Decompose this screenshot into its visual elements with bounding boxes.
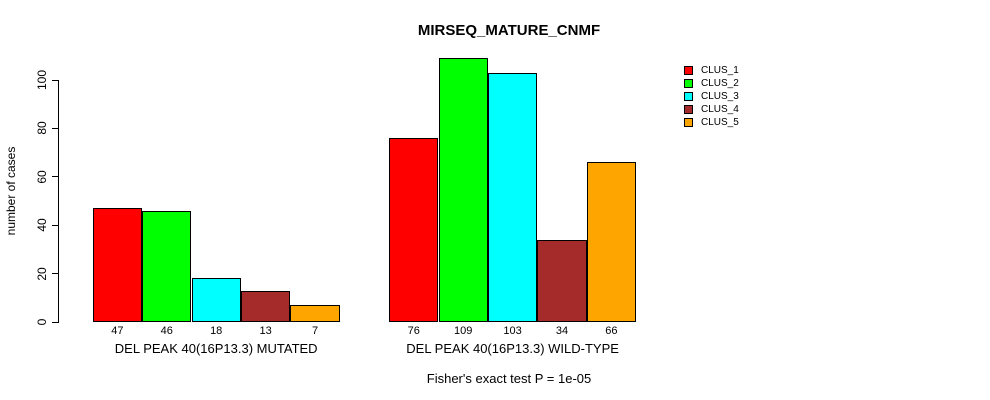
y-axis-label: number of cases: [4, 146, 18, 236]
bar-clus_1-group2: [389, 138, 439, 322]
bar-value-label: 76: [407, 325, 420, 337]
bar-clus_3-group1: [191, 278, 241, 322]
legend-swatch: [684, 105, 693, 114]
bar-clus_2-group1: [142, 210, 192, 322]
bar-value-label: 34: [555, 325, 569, 337]
bar-value-label: 7: [311, 325, 319, 337]
bar-value-label: 18: [210, 325, 223, 337]
bar-clus_4-group1: [240, 290, 291, 322]
legend-item: CLUS_2: [684, 77, 739, 90]
bar-clus_1-group1: [92, 208, 143, 322]
bar-value-label: 47: [111, 325, 124, 337]
group-label: DEL PEAK 40(16P13.3) MUTATED: [114, 341, 318, 356]
legend-item: CLUS_4: [684, 103, 739, 116]
legend-label: CLUS_2: [701, 78, 739, 89]
legend-label: CLUS_1: [701, 65, 739, 76]
y-tick-label: 20: [35, 266, 49, 281]
y-tick-label: 0: [35, 318, 49, 326]
footnote: Fisher's exact test P = 1e-05: [426, 371, 592, 386]
y-tick: [52, 224, 59, 226]
legend-label: CLUS_3: [701, 91, 739, 102]
y-tick-label: 40: [35, 218, 49, 232]
legend-swatch: [684, 66, 693, 75]
legend-item: CLUS_1: [684, 64, 739, 77]
y-tick: [52, 176, 59, 178]
bar-value-label: 46: [160, 325, 173, 337]
bar-clus_4-group2: [537, 239, 587, 322]
legend-label: CLUS_4: [701, 104, 739, 115]
legend: CLUS_1 CLUS_2 CLUS_3 CLUS_4 CLUS_5: [684, 64, 739, 129]
legend-swatch: [684, 92, 693, 101]
bar-clus_5-group2: [586, 162, 637, 322]
bar-value-label: 66: [605, 325, 618, 337]
legend-swatch: [684, 118, 693, 127]
y-tick: [52, 127, 59, 129]
legend-item: CLUS_3: [684, 90, 739, 103]
bar-clus_2-group2: [438, 58, 488, 322]
legend-label: CLUS_5: [701, 117, 739, 128]
y-tick-label: 80: [35, 121, 49, 136]
y-tick: [52, 321, 59, 323]
legend-item: CLUS_5: [684, 116, 739, 129]
group-label: DEL PEAK 40(16P13.3) WILD-TYPE: [406, 341, 619, 356]
y-tick-label: 60: [35, 170, 49, 184]
bar-value-label: 109: [454, 325, 473, 337]
y-tick: [52, 273, 59, 275]
bar-clus_5-group1: [290, 305, 340, 322]
chart-title: MIRSEQ_MATURE_CNMF: [417, 22, 601, 39]
bar-clus_3-group2: [487, 72, 538, 322]
y-tick-label: 100: [35, 69, 49, 91]
y-axis-line: [58, 80, 59, 323]
bar-value-label: 13: [259, 325, 272, 337]
y-tick: [52, 79, 59, 81]
legend-swatch: [684, 79, 693, 88]
bar-value-label: 103: [503, 325, 522, 337]
